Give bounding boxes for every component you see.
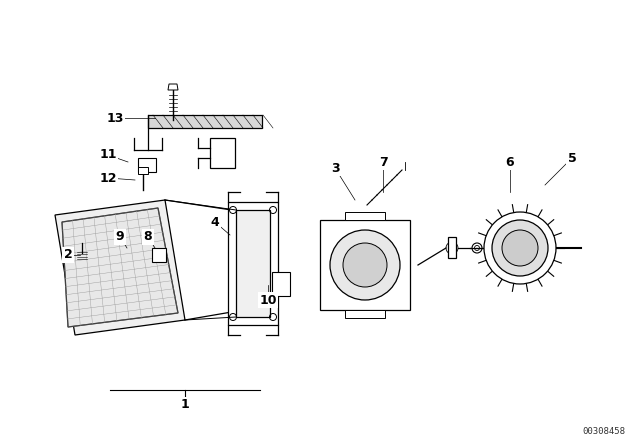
Polygon shape <box>236 210 270 317</box>
Circle shape <box>77 253 87 263</box>
Polygon shape <box>138 158 156 172</box>
Polygon shape <box>345 212 385 220</box>
Polygon shape <box>168 84 178 90</box>
Circle shape <box>343 243 387 287</box>
Polygon shape <box>448 237 456 258</box>
Text: 4: 4 <box>211 215 220 228</box>
Text: 8: 8 <box>144 231 152 244</box>
Text: 2: 2 <box>63 249 72 262</box>
Text: 10: 10 <box>259 293 276 306</box>
Polygon shape <box>55 200 185 335</box>
Polygon shape <box>210 138 235 168</box>
Circle shape <box>472 243 482 253</box>
Text: 1: 1 <box>180 399 189 412</box>
Text: 5: 5 <box>568 151 577 164</box>
Text: 7: 7 <box>379 155 387 168</box>
Text: 3: 3 <box>331 161 339 175</box>
Polygon shape <box>228 202 278 325</box>
Polygon shape <box>148 115 262 128</box>
Circle shape <box>502 230 538 266</box>
Circle shape <box>330 230 400 300</box>
Polygon shape <box>62 208 178 327</box>
Circle shape <box>484 212 556 284</box>
Polygon shape <box>138 167 148 174</box>
Polygon shape <box>272 272 290 296</box>
Polygon shape <box>320 220 410 310</box>
Text: 6: 6 <box>506 155 515 168</box>
Text: 12: 12 <box>99 172 116 185</box>
Circle shape <box>492 220 548 276</box>
Text: 11: 11 <box>99 148 116 161</box>
Text: 13: 13 <box>106 112 124 125</box>
Text: 9: 9 <box>116 231 124 244</box>
Text: 00308458: 00308458 <box>582 427 625 436</box>
Circle shape <box>123 250 133 260</box>
Polygon shape <box>152 248 166 262</box>
Polygon shape <box>345 310 385 318</box>
